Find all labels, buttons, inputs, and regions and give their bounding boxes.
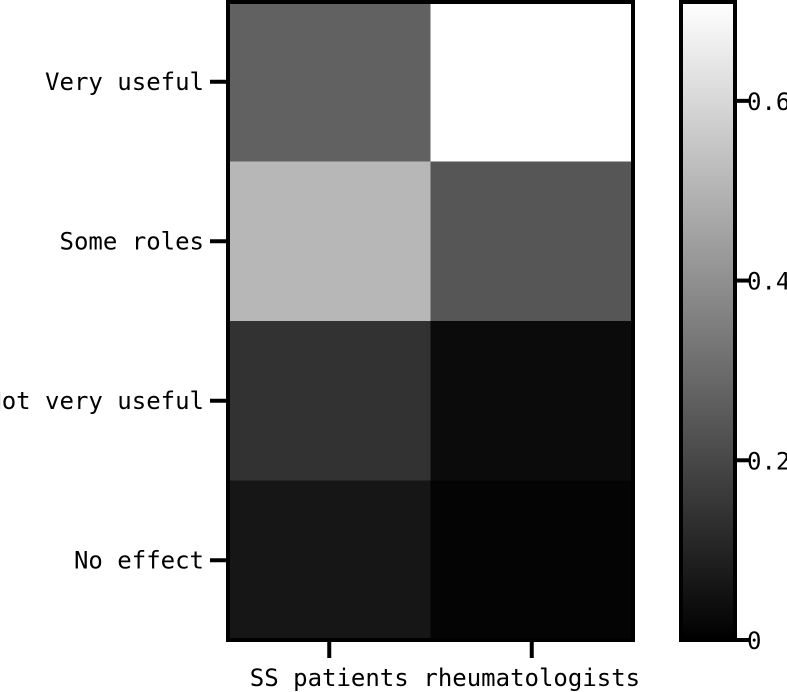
x-axis: SS patients rheumatologists (250, 640, 640, 692)
colorbar-tick-label: 0 (747, 627, 761, 655)
colorbar-tick-label: 0.2 (747, 447, 787, 475)
heatmap-cell (228, 321, 431, 481)
heatmap-cell (430, 321, 634, 481)
y-tick-label: Some roles (60, 227, 205, 255)
x-tick-label: rheumatologists (423, 664, 640, 692)
colorbar-axis: 0 0.2 0.4 0.6 (735, 88, 787, 655)
x-tick-label: SS patients (250, 664, 409, 692)
heatmap-cell (228, 161, 431, 322)
heatmap-cell (430, 161, 634, 322)
colorbar-tick-label: 0.6 (747, 88, 787, 116)
heatmap-cell (430, 2, 634, 162)
colorbar (679, 0, 737, 642)
y-tick-label: No effect (74, 546, 204, 574)
heatmap-cell (430, 480, 634, 641)
plot-frame (226, 0, 635, 642)
y-tick-label: Not very useful (0, 387, 204, 415)
heatmap-cell (228, 480, 431, 641)
y-axis: Very useful Some roles Not very useful No e… (0, 68, 228, 574)
colorbar-tick-label: 0.4 (747, 268, 787, 296)
y-tick-label: Very useful (45, 68, 204, 96)
heatmap-cell (228, 2, 431, 162)
heatmap-cells (228, 2, 634, 641)
